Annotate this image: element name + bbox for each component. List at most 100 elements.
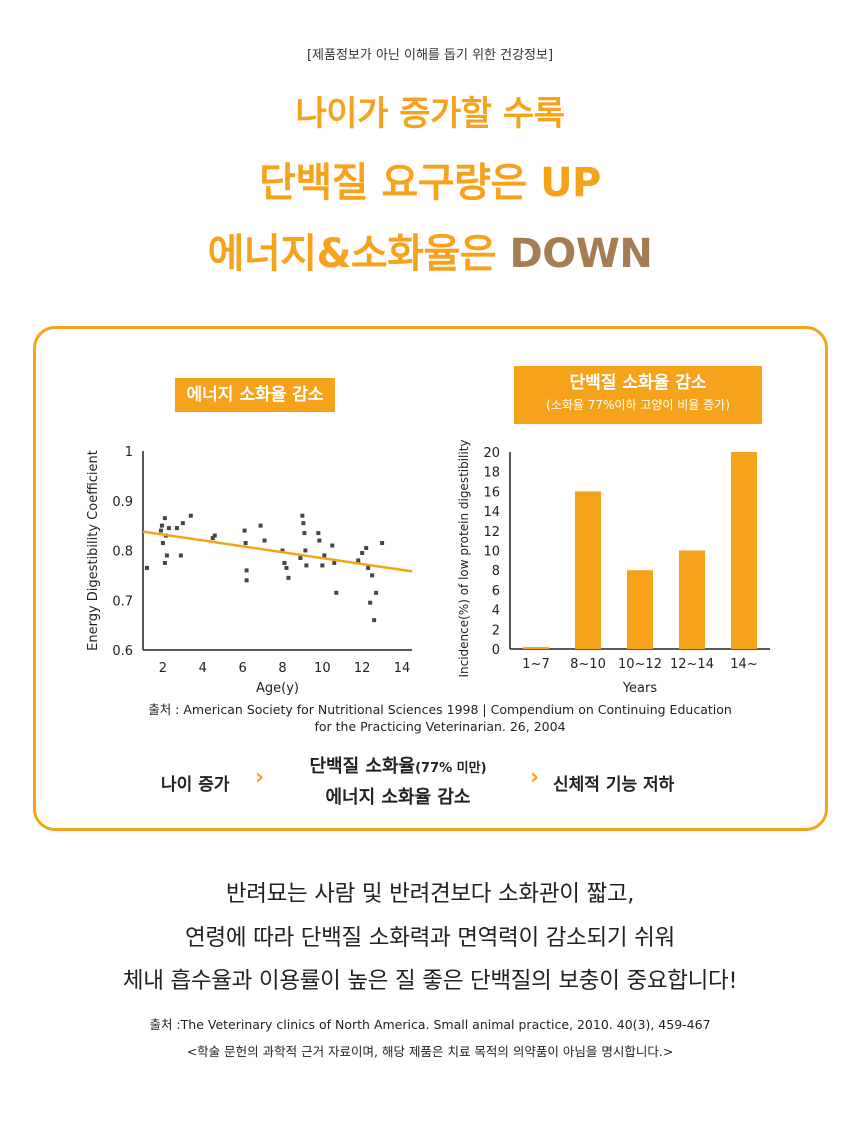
- protein-x-tick-label: 10~12: [618, 657, 662, 672]
- protein-bar: [627, 570, 653, 649]
- energy-data-point: [162, 560, 167, 565]
- energy-y-tick-label: 0.9: [112, 495, 133, 510]
- protein-y-tick-label: 0: [492, 643, 500, 658]
- protein-y-tick-label: 2: [492, 623, 500, 638]
- energy-data-point: [298, 555, 303, 560]
- protein-y-tick-label: 4: [492, 604, 500, 619]
- protein-x-tick-label: 14~: [730, 657, 757, 672]
- protein-x-axis-label: Years: [622, 681, 658, 696]
- energy-data-point: [244, 568, 249, 573]
- energy-data-point: [360, 550, 365, 555]
- energy-data-point: [178, 553, 183, 558]
- body-text-line-3: 체내 흡수율과 이용률이 높은 질 좋은 단백질의 보충이 중요합니다!: [122, 968, 738, 994]
- protein-y-tick-label: 20: [483, 446, 500, 461]
- energy-data-point: [372, 618, 377, 623]
- energy-chart-tag: 에너지 소화율 감소: [175, 378, 335, 412]
- energy-data-point: [159, 523, 164, 528]
- energy-data-point: [322, 553, 327, 558]
- energy-data-point: [158, 528, 163, 533]
- headline-line-3: 에너지&소화율은 DOWN: [0, 221, 860, 279]
- energy-data-point: [303, 548, 308, 553]
- flow-physical-decline: 신체적 기능 저하: [553, 775, 675, 795]
- chart-source: 출처 : American Society for Nutritional Sc…: [110, 701, 770, 735]
- protein-y-tick-label: 12: [483, 525, 500, 540]
- energy-x-tick-label: 10: [314, 661, 331, 676]
- energy-data-point: [242, 528, 247, 533]
- energy-data-point: [330, 543, 335, 548]
- protein-bar: [679, 550, 705, 649]
- protein-bar: [575, 491, 601, 649]
- energy-data-point: [180, 521, 185, 526]
- protein-x-tick-label: 8~10: [570, 657, 606, 672]
- protein-y-tick-label: 18: [483, 466, 500, 481]
- energy-trend-line: [142, 530, 413, 573]
- protein-y-tick-label: 8: [492, 564, 500, 579]
- protein-x-tick-label: 1~7: [522, 657, 549, 672]
- energy-data-point: [280, 548, 285, 553]
- protein-y-tick-label: 16: [483, 485, 500, 500]
- footer-disclaimer: <학술 문헌의 과학적 근거 자료이며, 해당 제품은 치료 목적의 의약품이 …: [186, 1044, 674, 1059]
- energy-data-point: [284, 565, 289, 570]
- headline-line-2: 단백질 요구량은 UP: [0, 150, 860, 208]
- protein-chart-tag-subtitle: (소화율 77%이하 고양이 비율 증가): [546, 398, 730, 412]
- chart-source-line-2: for the Practicing Veterinarian. 26, 200…: [314, 719, 566, 734]
- disclaimer-text: [제품정보가 아닌 이해를 돕기 위한 건강정보]: [306, 48, 554, 63]
- energy-data-point: [144, 565, 149, 570]
- energy-data-point: [282, 560, 287, 565]
- protein-y-tick-label: 10: [483, 545, 500, 560]
- energy-data-point: [302, 531, 307, 536]
- energy-data-point: [356, 558, 361, 563]
- flow-energy-digestibility: 에너지 소화율 감소: [298, 783, 498, 809]
- body-text-line-2: 연령에 따라 단백질 소화력과 면역력이 감소되기 쉬워: [185, 925, 675, 951]
- flow-age-increase: 나이 증가: [161, 775, 230, 795]
- energy-y-tick-label: 0.6: [112, 644, 133, 659]
- energy-data-point: [243, 541, 248, 546]
- energy-y-axis-label: Energy Digestibility Coefficient: [86, 450, 101, 651]
- body-text-line-1: 반려묘는 사람 및 반려견보다 소화관이 짧고,: [225, 881, 635, 907]
- protein-y-tick-label: 6: [492, 584, 500, 599]
- energy-data-point: [174, 526, 179, 531]
- protein-bar: [523, 647, 549, 649]
- flow-protein-digestibility: 단백질 소화율(77% 미만): [278, 752, 518, 778]
- chart-source-line-1: 출처 : American Society for Nutritional Sc…: [148, 702, 732, 717]
- energy-data-point: [364, 546, 369, 551]
- protein-chart-tag-title: 단백질 소화율 감소: [569, 373, 707, 393]
- energy-y-tick-label: 1: [125, 445, 133, 460]
- protein-y-axis-label: Incidence(%) of low protein digestibilit…: [457, 439, 471, 677]
- energy-x-tick-label: 4: [199, 661, 207, 676]
- energy-x-tick-label: 8: [278, 661, 286, 676]
- energy-x-axis-label: Age(y): [256, 681, 299, 696]
- energy-data-point: [244, 578, 249, 583]
- energy-x-tick-label: 14: [394, 661, 411, 676]
- energy-data-point: [166, 526, 171, 531]
- energy-data-point: [301, 521, 306, 526]
- energy-x-tick-label: 12: [354, 661, 371, 676]
- protein-y-tick-label: 14: [483, 505, 500, 520]
- protein-bar: [731, 452, 757, 649]
- energy-data-point: [320, 563, 325, 568]
- chart-panel: [33, 326, 828, 831]
- energy-y-tick-label: 0.8: [112, 545, 133, 560]
- energy-y-tick-label: 0.7: [112, 594, 133, 609]
- headline-line-1: 나이가 증가할 수록: [0, 86, 860, 135]
- energy-data-point: [286, 575, 291, 580]
- energy-data-point: [162, 516, 167, 521]
- energy-x-tick-label: 2: [159, 661, 167, 676]
- protein-chart-tag: 단백질 소화율 감소 (소화율 77%이하 고양이 비율 증가): [514, 366, 762, 424]
- energy-data-point: [188, 513, 193, 518]
- energy-data-point: [334, 590, 339, 595]
- headline-prefix: 에너지&소화율은: [207, 231, 510, 277]
- energy-data-point: [374, 590, 379, 595]
- protein-x-tick-label: 12~14: [670, 657, 714, 672]
- energy-data-point: [368, 600, 373, 605]
- energy-data-point: [262, 538, 267, 543]
- energy-data-point: [160, 541, 165, 546]
- chevron-right-icon: ›: [255, 765, 265, 790]
- energy-data-point: [164, 553, 169, 558]
- energy-data-point: [380, 541, 385, 546]
- chevron-right-icon: ›: [530, 765, 540, 790]
- energy-data-point: [304, 563, 309, 568]
- energy-data-point: [212, 533, 217, 538]
- energy-data-point: [316, 531, 321, 536]
